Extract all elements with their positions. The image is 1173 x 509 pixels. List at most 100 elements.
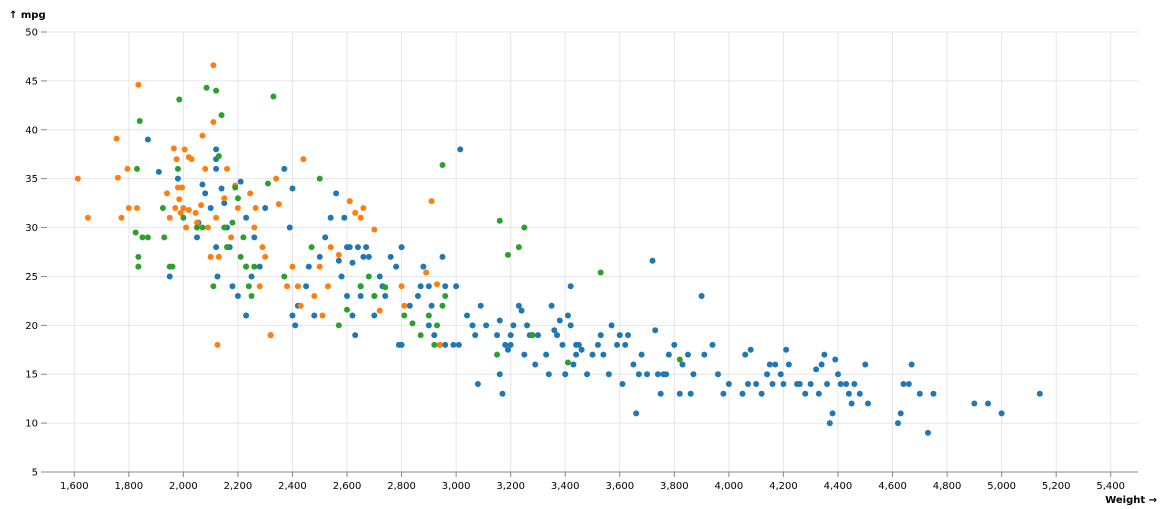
data-point-series-1 bbox=[289, 185, 296, 192]
data-point-series-1 bbox=[589, 351, 596, 358]
data-point-series-1 bbox=[698, 293, 705, 299]
x-tick-label: 5,400 bbox=[1096, 481, 1125, 492]
data-point-series-2 bbox=[124, 165, 131, 172]
y-tick-label: 10 bbox=[25, 419, 38, 430]
data-point-series-2 bbox=[221, 195, 228, 202]
y-tick-label: 30 bbox=[25, 223, 38, 234]
data-point-series-1 bbox=[349, 259, 356, 266]
y-tick-label: 40 bbox=[25, 125, 38, 136]
data-point-series-1 bbox=[439, 253, 446, 260]
y-tick-label: 5 bbox=[32, 468, 38, 479]
data-point-series-2 bbox=[183, 224, 190, 231]
data-point-series-1 bbox=[532, 361, 539, 368]
data-point-series-1 bbox=[234, 293, 241, 299]
data-point-series-1 bbox=[862, 361, 869, 368]
data-point-series-1 bbox=[837, 381, 844, 387]
data-point-series-1 bbox=[556, 317, 563, 324]
x-tick-label: 2,800 bbox=[387, 481, 416, 492]
data-point-series-1 bbox=[213, 146, 220, 153]
data-point-series-1 bbox=[243, 312, 250, 319]
data-point-series-1 bbox=[570, 361, 577, 368]
data-point-series-1 bbox=[676, 390, 683, 397]
data-point-series-1 bbox=[521, 351, 528, 358]
data-point-series-1 bbox=[720, 390, 727, 397]
data-point-series-3 bbox=[564, 359, 571, 366]
data-point-series-3 bbox=[431, 341, 438, 348]
data-point-series-1 bbox=[499, 390, 506, 397]
data-point-series-1 bbox=[772, 361, 779, 368]
data-point-series-1 bbox=[543, 351, 550, 358]
data-point-series-1 bbox=[644, 371, 651, 378]
data-point-series-1 bbox=[802, 390, 809, 397]
data-point-series-2 bbox=[234, 205, 241, 211]
data-point-series-2 bbox=[74, 175, 81, 182]
data-point-series-1 bbox=[930, 390, 937, 397]
data-point-series-1 bbox=[174, 175, 181, 182]
data-point-series-2 bbox=[316, 263, 323, 270]
data-point-series-1 bbox=[518, 307, 525, 314]
data-point-series-3 bbox=[169, 263, 176, 270]
data-point-series-1 bbox=[654, 371, 661, 378]
data-point-series-1 bbox=[807, 381, 814, 387]
data-point-series-3 bbox=[174, 165, 181, 172]
data-point-series-1 bbox=[202, 190, 209, 197]
data-point-series-1 bbox=[554, 332, 561, 339]
data-point-series-1 bbox=[349, 312, 356, 319]
data-point-series-1 bbox=[251, 234, 258, 241]
data-point-series-2 bbox=[192, 209, 199, 216]
data-point-series-1 bbox=[690, 371, 697, 378]
data-point-series-3 bbox=[521, 224, 528, 231]
data-point-series-1 bbox=[562, 371, 569, 378]
data-point-series-1 bbox=[311, 312, 318, 319]
data-point-series-1 bbox=[457, 146, 464, 153]
data-point-series-1 bbox=[469, 322, 476, 329]
data-point-series-1 bbox=[213, 244, 220, 251]
data-point-series-1 bbox=[398, 244, 405, 251]
data-point-series-1 bbox=[815, 390, 822, 397]
data-point-series-1 bbox=[524, 322, 531, 329]
data-point-series-2 bbox=[352, 209, 359, 216]
data-point-series-1 bbox=[144, 136, 151, 143]
data-point-series-2 bbox=[256, 283, 263, 290]
data-point-series-2 bbox=[177, 209, 184, 216]
data-point-series-3 bbox=[221, 224, 228, 231]
data-point-series-2 bbox=[114, 174, 121, 181]
data-point-series-3 bbox=[676, 356, 683, 363]
data-point-series-2 bbox=[118, 214, 125, 221]
data-point-series-1 bbox=[502, 341, 509, 348]
data-point-series-1 bbox=[442, 341, 449, 348]
data-point-series-3 bbox=[434, 322, 441, 329]
data-point-series-1 bbox=[998, 410, 1005, 417]
data-point-series-1 bbox=[417, 283, 424, 290]
data-point-series-1 bbox=[496, 371, 503, 378]
data-point-series-2 bbox=[210, 118, 217, 125]
data-point-series-1 bbox=[739, 390, 746, 397]
data-point-series-1 bbox=[398, 341, 405, 348]
data-point-series-1 bbox=[166, 273, 173, 280]
x-tick-label: 3,800 bbox=[660, 481, 689, 492]
x-axis-title: Weight → bbox=[1105, 495, 1157, 506]
data-point-series-1 bbox=[507, 332, 514, 339]
data-point-series-2 bbox=[166, 214, 173, 221]
data-point-series-1 bbox=[414, 293, 421, 299]
data-point-series-1 bbox=[848, 400, 855, 407]
data-point-series-2 bbox=[297, 302, 304, 309]
data-point-series-1 bbox=[649, 257, 656, 264]
data-point-series-2 bbox=[135, 81, 142, 88]
data-point-series-3 bbox=[248, 293, 255, 299]
data-point-series-2 bbox=[228, 234, 235, 241]
data-point-series-3 bbox=[335, 322, 342, 329]
data-point-series-1 bbox=[652, 327, 659, 334]
y-tick-label: 35 bbox=[25, 174, 38, 185]
data-point-series-2 bbox=[202, 165, 209, 172]
data-point-series-1 bbox=[474, 381, 481, 387]
data-point-series-1 bbox=[633, 410, 640, 417]
data-point-series-1 bbox=[578, 346, 585, 353]
data-point-series-1 bbox=[262, 205, 269, 211]
x-tick-label: 2,400 bbox=[278, 481, 307, 492]
data-point-series-1 bbox=[477, 302, 484, 309]
data-point-series-1 bbox=[376, 273, 383, 280]
data-point-series-1 bbox=[567, 283, 574, 290]
y-axis-title: ↑ mpg bbox=[9, 10, 46, 21]
